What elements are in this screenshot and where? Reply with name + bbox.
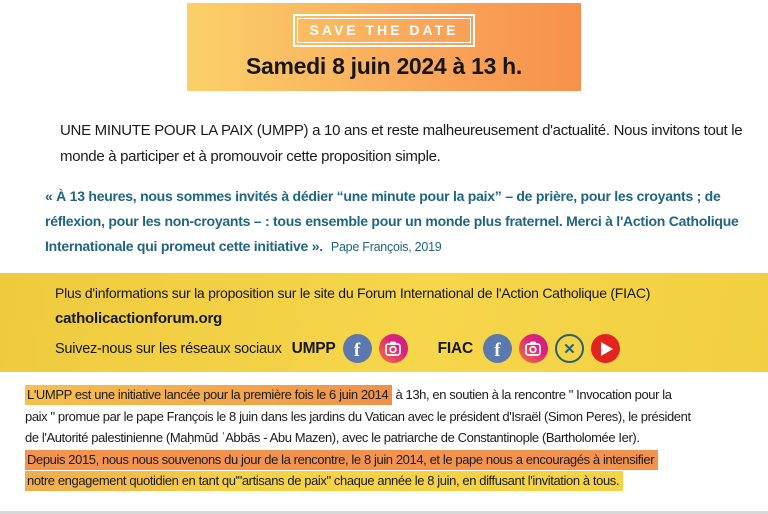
banner-section: SAVE THE DATE Samedi 8 juin 2024 à 13 h. — [0, 0, 768, 91]
history-text: à 13h, en soutien à la rencontre " Invoc… — [392, 387, 672, 402]
umpp-label: UMPP — [291, 339, 336, 357]
history-highlight: L'UMPP est une initiative lancée pour la… — [25, 385, 393, 405]
quote-attribution: Pape François, 2019 — [330, 240, 442, 254]
x-glyph: ✕ — [563, 340, 576, 358]
x-twitter-icon[interactable]: ✕ — [554, 334, 584, 363]
pope-quote: « À 13 heures, nous sommes invités à déd… — [45, 184, 751, 260]
social-row: Suivez-nous sur les réseaux sociaux UMPP… — [55, 333, 752, 364]
intro-paragraph: UNE MINUTE POUR LA PAIX (UMPP) a 10 ans … — [60, 122, 743, 165]
info-band: Plus d'informations sur la proposition s… — [0, 273, 768, 372]
history-block: L'UMPP est une initiative lancée pour la… — [25, 384, 766, 492]
more-info-text: Plus d'informations sur la proposition s… — [55, 285, 651, 301]
history-highlight: Depuis 2015, nous nous souvenons du jour… — [25, 449, 659, 470]
youtube-icon[interactable] — [590, 334, 620, 363]
save-the-date-stamp-label: SAVE THE DATE — [296, 18, 472, 43]
history-line: notre engagement quotidien en tant qu'"a… — [25, 470, 766, 492]
instagram-icon[interactable] — [518, 334, 548, 363]
facebook-glyph: f — [353, 339, 361, 361]
history-line: de l'Autorité palestinienne (Maḥmūd ʿAbb… — [25, 430, 640, 445]
page-bottom-edge — [0, 511, 768, 514]
history-line: paix " promue par le pape François le 8 … — [25, 408, 691, 424]
history-highlight: notre engagement quotidien en tant qu'"a… — [25, 471, 624, 491]
facebook-icon[interactable]: f — [482, 334, 512, 363]
history-line: Depuis 2015, nous nous souvenons du jour… — [25, 449, 766, 471]
website-link[interactable]: catholicactionforum.org — [55, 310, 223, 327]
save-the-date-banner: SAVE THE DATE Samedi 8 juin 2024 à 13 h. — [187, 3, 581, 91]
fiac-label: FIAC — [437, 339, 474, 357]
camera-glyph — [525, 341, 542, 356]
facebook-icon[interactable]: f — [342, 334, 372, 363]
follow-us-label: Suivez-nous sur les réseaux sociaux — [55, 340, 282, 357]
history-line: L'UMPP est une initiative lancée pour la… — [25, 384, 766, 406]
save-the-date-stamp: SAVE THE DATE — [292, 14, 476, 47]
instagram-icon[interactable] — [378, 334, 408, 363]
play-glyph — [601, 341, 614, 356]
camera-glyph — [385, 341, 401, 356]
facebook-glyph: f — [494, 339, 501, 361]
pope-quote-text: « À 13 heures, nous sommes invités à déd… — [45, 188, 739, 254]
event-date: Samedi 8 juin 2024 à 13 h. — [245, 53, 522, 79]
